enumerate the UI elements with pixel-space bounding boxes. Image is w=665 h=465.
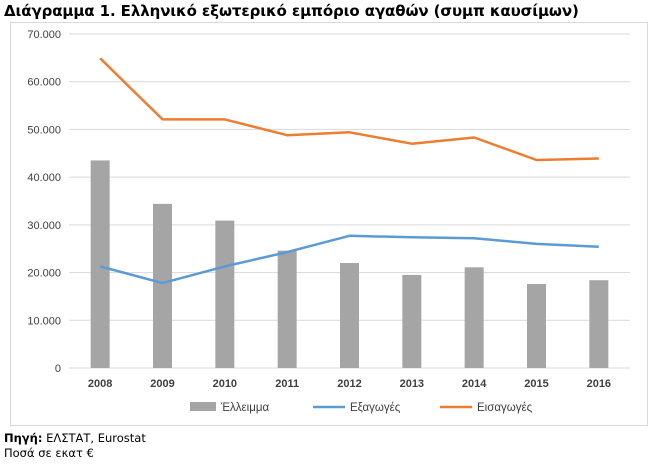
line-imports xyxy=(99,57,599,162)
legend-label: Έλλειμμα xyxy=(220,402,269,414)
y-tick-label: 40.000 xyxy=(27,172,61,184)
chart-title: Διάγραμμα 1. Ελληνικό εξωτερικό εμπόριο … xyxy=(4,2,579,20)
y-tick-label: 70.000 xyxy=(27,29,61,41)
bar-deficit xyxy=(277,250,297,368)
y-tick-label: 0 xyxy=(55,363,61,375)
source-value: ΕΛΣΤΑΤ, Eurostat xyxy=(42,431,146,445)
bar-deficit xyxy=(340,263,359,368)
bar-deficit xyxy=(527,284,546,368)
x-tick-label: 2012 xyxy=(337,378,361,390)
y-tick-label: 10.000 xyxy=(27,315,61,327)
x-tick-label: 2014 xyxy=(462,378,487,390)
source-label: Πηγή: xyxy=(4,431,43,445)
x-tick-label: 2011 xyxy=(275,378,299,390)
chart-frame xyxy=(10,22,648,426)
bar-deficit xyxy=(464,267,484,368)
bar-deficit xyxy=(90,160,110,368)
bar-deficit xyxy=(402,274,422,368)
y-tick-label: 50.000 xyxy=(27,124,61,136)
bar-deficit xyxy=(589,280,609,368)
legend-label: Εξαγωγές xyxy=(350,402,401,414)
x-tick-label: 2013 xyxy=(400,378,424,390)
x-tick-label: 2008 xyxy=(88,378,112,390)
legend-label: Εισαγωγές xyxy=(477,402,533,414)
y-tick-label: 60.000 xyxy=(27,77,61,89)
x-tick-label: 2010 xyxy=(213,378,237,390)
x-tick-label: 2016 xyxy=(587,378,611,390)
x-tick-label: 2009 xyxy=(150,378,174,390)
x-tick-label: 2015 xyxy=(524,378,548,390)
y-tick-label: 30.000 xyxy=(27,220,61,232)
units-note: Ποσά σε εκατ € xyxy=(4,446,94,460)
source-line: Πηγή: ΕΛΣΤΑΤ, Eurostat xyxy=(4,431,146,445)
y-tick-label: 20.000 xyxy=(27,268,61,280)
bar-deficit xyxy=(153,203,172,368)
bar-deficit xyxy=(215,220,235,368)
legend-swatch-deficit xyxy=(190,402,216,411)
